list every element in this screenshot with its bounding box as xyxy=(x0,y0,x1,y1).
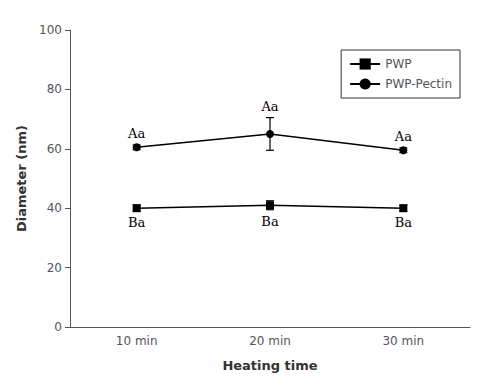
svg-text:40: 40 xyxy=(47,201,62,215)
svg-text:Heating time: Heating time xyxy=(222,358,317,373)
svg-text:Diameter (nm): Diameter (nm) xyxy=(14,125,29,232)
svg-text:Ba: Ba xyxy=(395,215,413,230)
svg-text:PWP-Pectin: PWP-Pectin xyxy=(385,77,452,91)
svg-text:Aa: Aa xyxy=(394,129,412,144)
svg-text:Ba: Ba xyxy=(261,214,279,229)
svg-text:80: 80 xyxy=(47,82,62,96)
svg-text:20 min: 20 min xyxy=(249,334,291,348)
svg-text:30 min: 30 min xyxy=(382,334,424,348)
svg-text:10 min: 10 min xyxy=(116,334,158,348)
svg-text:20: 20 xyxy=(47,261,62,275)
svg-text:Ba: Ba xyxy=(128,215,146,230)
svg-text:100: 100 xyxy=(39,23,62,37)
svg-text:0: 0 xyxy=(54,320,62,334)
svg-text:PWP: PWP xyxy=(385,57,411,71)
svg-text:Aa: Aa xyxy=(260,99,278,114)
svg-text:Aa: Aa xyxy=(127,126,145,141)
svg-text:60: 60 xyxy=(47,142,62,156)
